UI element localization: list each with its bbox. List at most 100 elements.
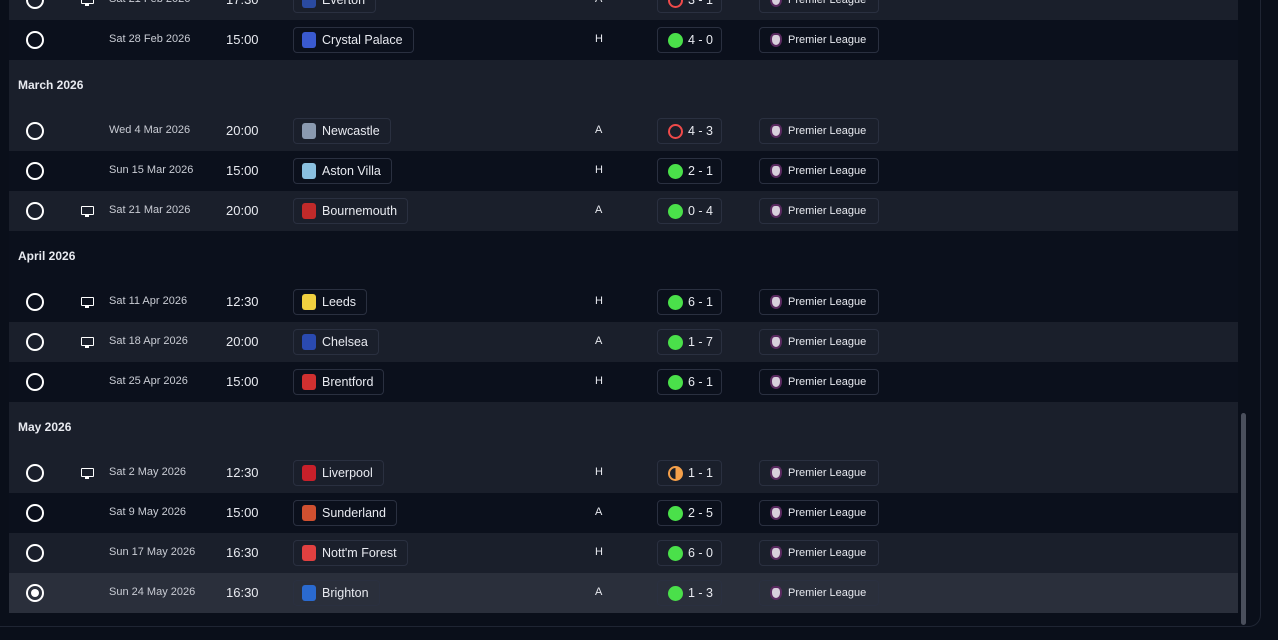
select-radio[interactable] xyxy=(26,544,44,562)
competition-button[interactable]: Premier League xyxy=(759,460,880,486)
competition-button[interactable]: Premier League xyxy=(759,329,880,355)
opponent-name: Liverpool xyxy=(322,466,373,480)
result-loss-icon xyxy=(668,123,683,139)
competition-button[interactable]: Premier League xyxy=(759,540,880,566)
competition-button[interactable]: Premier League xyxy=(759,118,880,144)
venue: A xyxy=(595,204,603,216)
select-radio[interactable] xyxy=(26,333,44,351)
result-button[interactable]: 2 - 1 xyxy=(657,158,723,184)
competition-name: Premier League xyxy=(788,507,867,519)
result-win-icon xyxy=(668,585,683,601)
fixture-date: Sat 21 Mar 2026 xyxy=(109,204,191,216)
premier-league-icon xyxy=(770,586,782,600)
opponent-button[interactable]: Newcastle xyxy=(293,118,391,144)
result-button[interactable]: 0 - 4 xyxy=(657,198,723,224)
select-radio[interactable] xyxy=(26,202,44,220)
scrollbar[interactable] xyxy=(1241,413,1246,625)
competition-button[interactable]: Premier League xyxy=(759,198,880,224)
select-radio[interactable] xyxy=(26,122,44,140)
fixture-row[interactable]: Sat 18 Apr 2026 20:00 Chelsea A 1 - 7 Pr… xyxy=(9,322,1238,362)
competition-button[interactable]: Premier League xyxy=(759,158,880,184)
opponent-button[interactable]: Aston Villa xyxy=(293,158,392,184)
fixture-row[interactable]: Sat 11 Apr 2026 12:30 Leeds H 6 - 1 Prem… xyxy=(9,282,1238,322)
fixture-row[interactable]: Sat 28 Feb 2026 15:00 Crystal Palace H 4… xyxy=(9,20,1238,60)
select-radio[interactable] xyxy=(26,464,44,482)
opponent-button[interactable]: Everton xyxy=(293,0,377,13)
result-button[interactable]: 1 - 3 xyxy=(657,580,723,606)
fixture-time: 16:30 xyxy=(226,585,259,600)
competition-button[interactable]: Premier League xyxy=(759,500,880,526)
venue: A xyxy=(595,586,603,598)
result-button[interactable]: 4 - 0 xyxy=(657,27,723,53)
result-button[interactable]: 6 - 1 xyxy=(657,369,723,395)
opponent-name: Brighton xyxy=(322,586,369,600)
select-radio[interactable] xyxy=(26,373,44,391)
opponent-button[interactable]: Nott'm Forest xyxy=(293,540,408,566)
score: 1 - 3 xyxy=(688,586,714,600)
competition-name: Premier League xyxy=(788,376,867,388)
fixture-row[interactable]: Sat 25 Apr 2026 15:00 Brentford H 6 - 1 … xyxy=(9,362,1238,402)
fixture-date: Sat 2 May 2026 xyxy=(109,466,187,478)
result-button[interactable]: 3 - 1 xyxy=(657,0,723,13)
score: 6 - 0 xyxy=(688,546,714,560)
competition-button[interactable]: Premier League xyxy=(759,369,880,395)
opponent-name: Nott'm Forest xyxy=(322,546,397,560)
competition-name: Premier League xyxy=(788,336,867,348)
opponent-button[interactable]: Chelsea xyxy=(293,329,379,355)
competition-button[interactable]: Premier League xyxy=(759,27,880,53)
opponent-button[interactable]: Brighton xyxy=(293,580,380,606)
opponent-button[interactable]: Brentford xyxy=(293,369,385,395)
fixture-row[interactable]: Sun 17 May 2026 16:30 Nott'm Forest H 6 … xyxy=(9,533,1238,573)
opponent-button[interactable]: Sunderland xyxy=(293,500,397,526)
opponent-button[interactable]: Crystal Palace xyxy=(293,27,414,53)
competition-name: Premier League xyxy=(788,587,867,599)
score: 2 - 5 xyxy=(688,506,714,520)
fixture-time: 15:00 xyxy=(226,163,259,178)
select-radio[interactable] xyxy=(26,584,44,602)
select-radio[interactable] xyxy=(26,504,44,522)
club-crest-icon xyxy=(302,374,316,390)
result-draw-icon xyxy=(668,465,683,481)
competition-name: Premier League xyxy=(788,125,867,137)
tv-icon xyxy=(81,206,94,217)
result-button[interactable]: 6 - 0 xyxy=(657,540,723,566)
premier-league-icon xyxy=(770,506,782,520)
fixture-row[interactable]: Wed 4 Mar 2026 20:00 Newcastle A 4 - 3 P… xyxy=(9,111,1238,151)
fixture-time: 16:30 xyxy=(226,545,259,560)
club-crest-icon xyxy=(302,163,316,179)
fixture-time: 12:30 xyxy=(226,465,259,480)
result-button[interactable]: 1 - 1 xyxy=(657,460,723,486)
result-button[interactable]: 6 - 1 xyxy=(657,289,723,315)
opponent-button[interactable]: Liverpool xyxy=(293,460,384,486)
score: 4 - 0 xyxy=(688,33,714,47)
competition-button[interactable]: Premier League xyxy=(759,289,880,315)
fixture-date: Sat 11 Apr 2026 xyxy=(109,295,188,307)
fixture-row[interactable]: Sun 24 May 2026 16:30 Brighton A 1 - 3 P… xyxy=(9,573,1238,613)
result-button[interactable]: 1 - 7 xyxy=(657,329,723,355)
opponent-button[interactable]: Bournemouth xyxy=(293,198,409,224)
result-button[interactable]: 2 - 5 xyxy=(657,500,723,526)
select-radio[interactable] xyxy=(26,293,44,311)
premier-league-icon xyxy=(770,295,782,309)
result-button[interactable]: 4 - 3 xyxy=(657,118,723,144)
select-radio[interactable] xyxy=(26,0,44,9)
opponent-button[interactable]: Leeds xyxy=(293,289,368,315)
fixture-row[interactable]: Sun 15 Mar 2026 15:00 Aston Villa H 2 - … xyxy=(9,151,1238,191)
select-radio[interactable] xyxy=(26,31,44,49)
opponent-name: Crystal Palace xyxy=(322,33,403,47)
fixture-time: 20:00 xyxy=(226,334,259,349)
score: 2 - 1 xyxy=(688,164,714,178)
fixture-row[interactable]: Sat 9 May 2026 15:00 Sunderland A 2 - 5 … xyxy=(9,493,1238,533)
select-radio[interactable] xyxy=(26,162,44,180)
club-crest-icon xyxy=(302,294,316,310)
fixture-time: 20:00 xyxy=(226,123,259,138)
score: 4 - 3 xyxy=(688,124,714,138)
fixture-row[interactable]: Sat 2 May 2026 12:30 Liverpool H 1 - 1 P… xyxy=(9,453,1238,493)
result-win-icon xyxy=(668,505,683,521)
competition-button[interactable]: Premier League xyxy=(759,580,880,606)
club-crest-icon xyxy=(302,123,316,139)
competition-button[interactable]: Premier League xyxy=(759,0,880,13)
fixture-row[interactable]: Sat 21 Mar 2026 20:00 Bournemouth A 0 - … xyxy=(9,191,1238,231)
result-win-icon xyxy=(668,294,683,310)
fixture-row[interactable]: Sat 21 Feb 2026 17:30 Everton A 3 - 1 Pr… xyxy=(9,0,1238,20)
